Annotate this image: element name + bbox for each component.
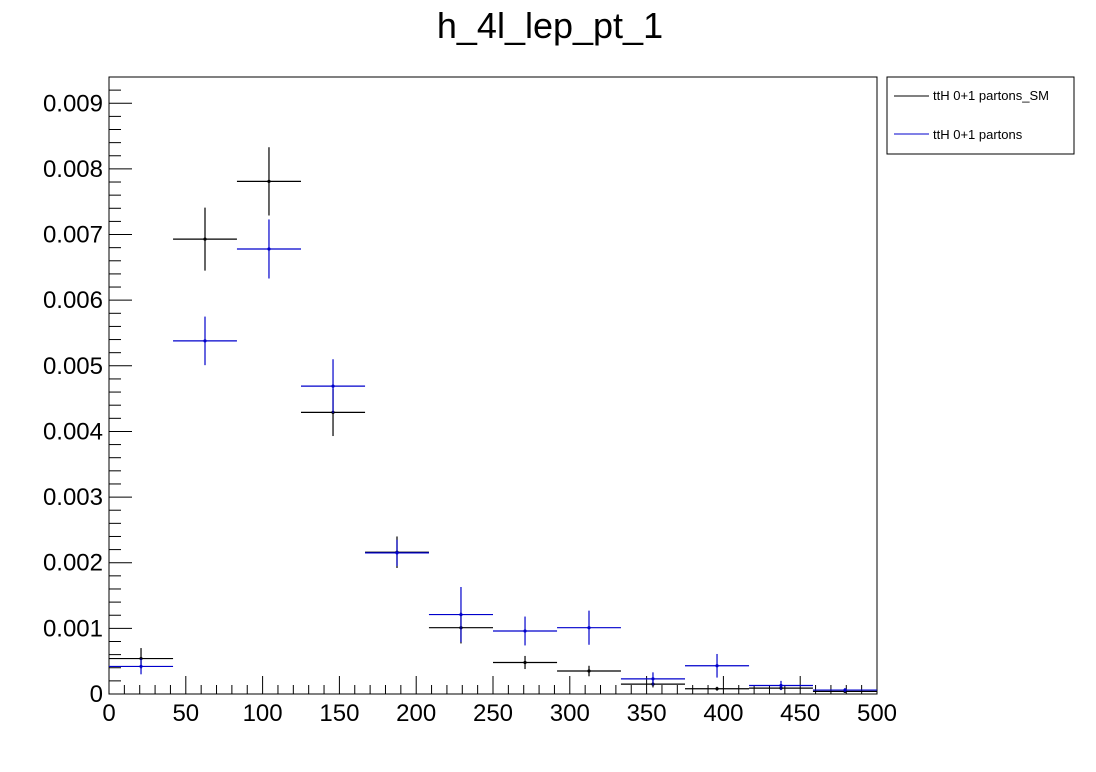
x-tick-label: 50 — [172, 700, 199, 727]
x-tick-label: 300 — [550, 700, 590, 727]
series-1 — [109, 219, 877, 693]
data-point — [459, 612, 463, 617]
x-tick-label: 100 — [243, 700, 283, 727]
plot-frame — [108, 76, 878, 695]
x-tick-label: 0 — [102, 700, 115, 727]
series-0 — [109, 147, 877, 693]
data-point — [203, 339, 207, 343]
y-tick-label: 0.008 — [43, 156, 103, 183]
data-point — [715, 687, 719, 691]
data-point — [587, 626, 591, 630]
data-point — [139, 664, 143, 669]
data-point — [523, 629, 527, 633]
x-tick-label: 450 — [780, 700, 820, 727]
data-point — [267, 179, 271, 183]
x-tick-label: 150 — [319, 700, 359, 727]
data-point — [203, 237, 207, 241]
data-point — [715, 664, 719, 668]
y-tick-label: 0.006 — [43, 287, 103, 314]
y-tick-label: 0.004 — [43, 418, 103, 445]
data-point — [651, 677, 655, 681]
x-tick-label: 250 — [473, 700, 513, 727]
legend-box — [886, 76, 1075, 155]
data-point — [587, 669, 591, 673]
y-tick-label: 0.002 — [43, 550, 103, 577]
x-tick-label: 200 — [396, 700, 436, 727]
y-tick-label: 0 — [90, 681, 103, 708]
x-tick-label: 350 — [627, 700, 667, 727]
data-point — [779, 683, 783, 688]
x-tick-label: 400 — [703, 700, 743, 727]
y-tick-label: 0.001 — [43, 615, 103, 642]
series-group — [109, 147, 877, 693]
data-point — [395, 551, 399, 555]
chart-title: h_4l_lep_pt_1 — [437, 5, 663, 46]
data-point — [267, 247, 271, 251]
legend: ttH 0+1 partons_SM ttH 0+1 partons — [886, 76, 1075, 155]
axes: 0 50 100 150 200 250 300 350 400 450 500 0 0.001 0.00… — [43, 76, 897, 727]
y-tick-label: 0.003 — [43, 484, 103, 511]
legend-label-partons: ttH 0+1 partons — [933, 127, 1023, 142]
y-tick-label: 0.005 — [43, 353, 103, 380]
data-point — [331, 384, 335, 388]
data-point — [523, 660, 527, 665]
y-tick-label: 0.009 — [43, 90, 103, 117]
legend-label-sm: ttH 0+1 partons_SM — [933, 88, 1049, 103]
data-point — [843, 688, 847, 692]
y-tick-label: 0.007 — [43, 222, 103, 249]
x-tick-label: 500 — [857, 700, 897, 727]
